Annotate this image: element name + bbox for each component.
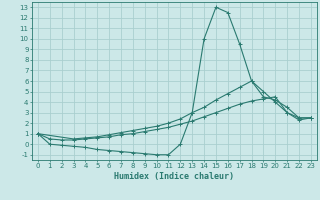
X-axis label: Humidex (Indice chaleur): Humidex (Indice chaleur) [115, 172, 234, 181]
